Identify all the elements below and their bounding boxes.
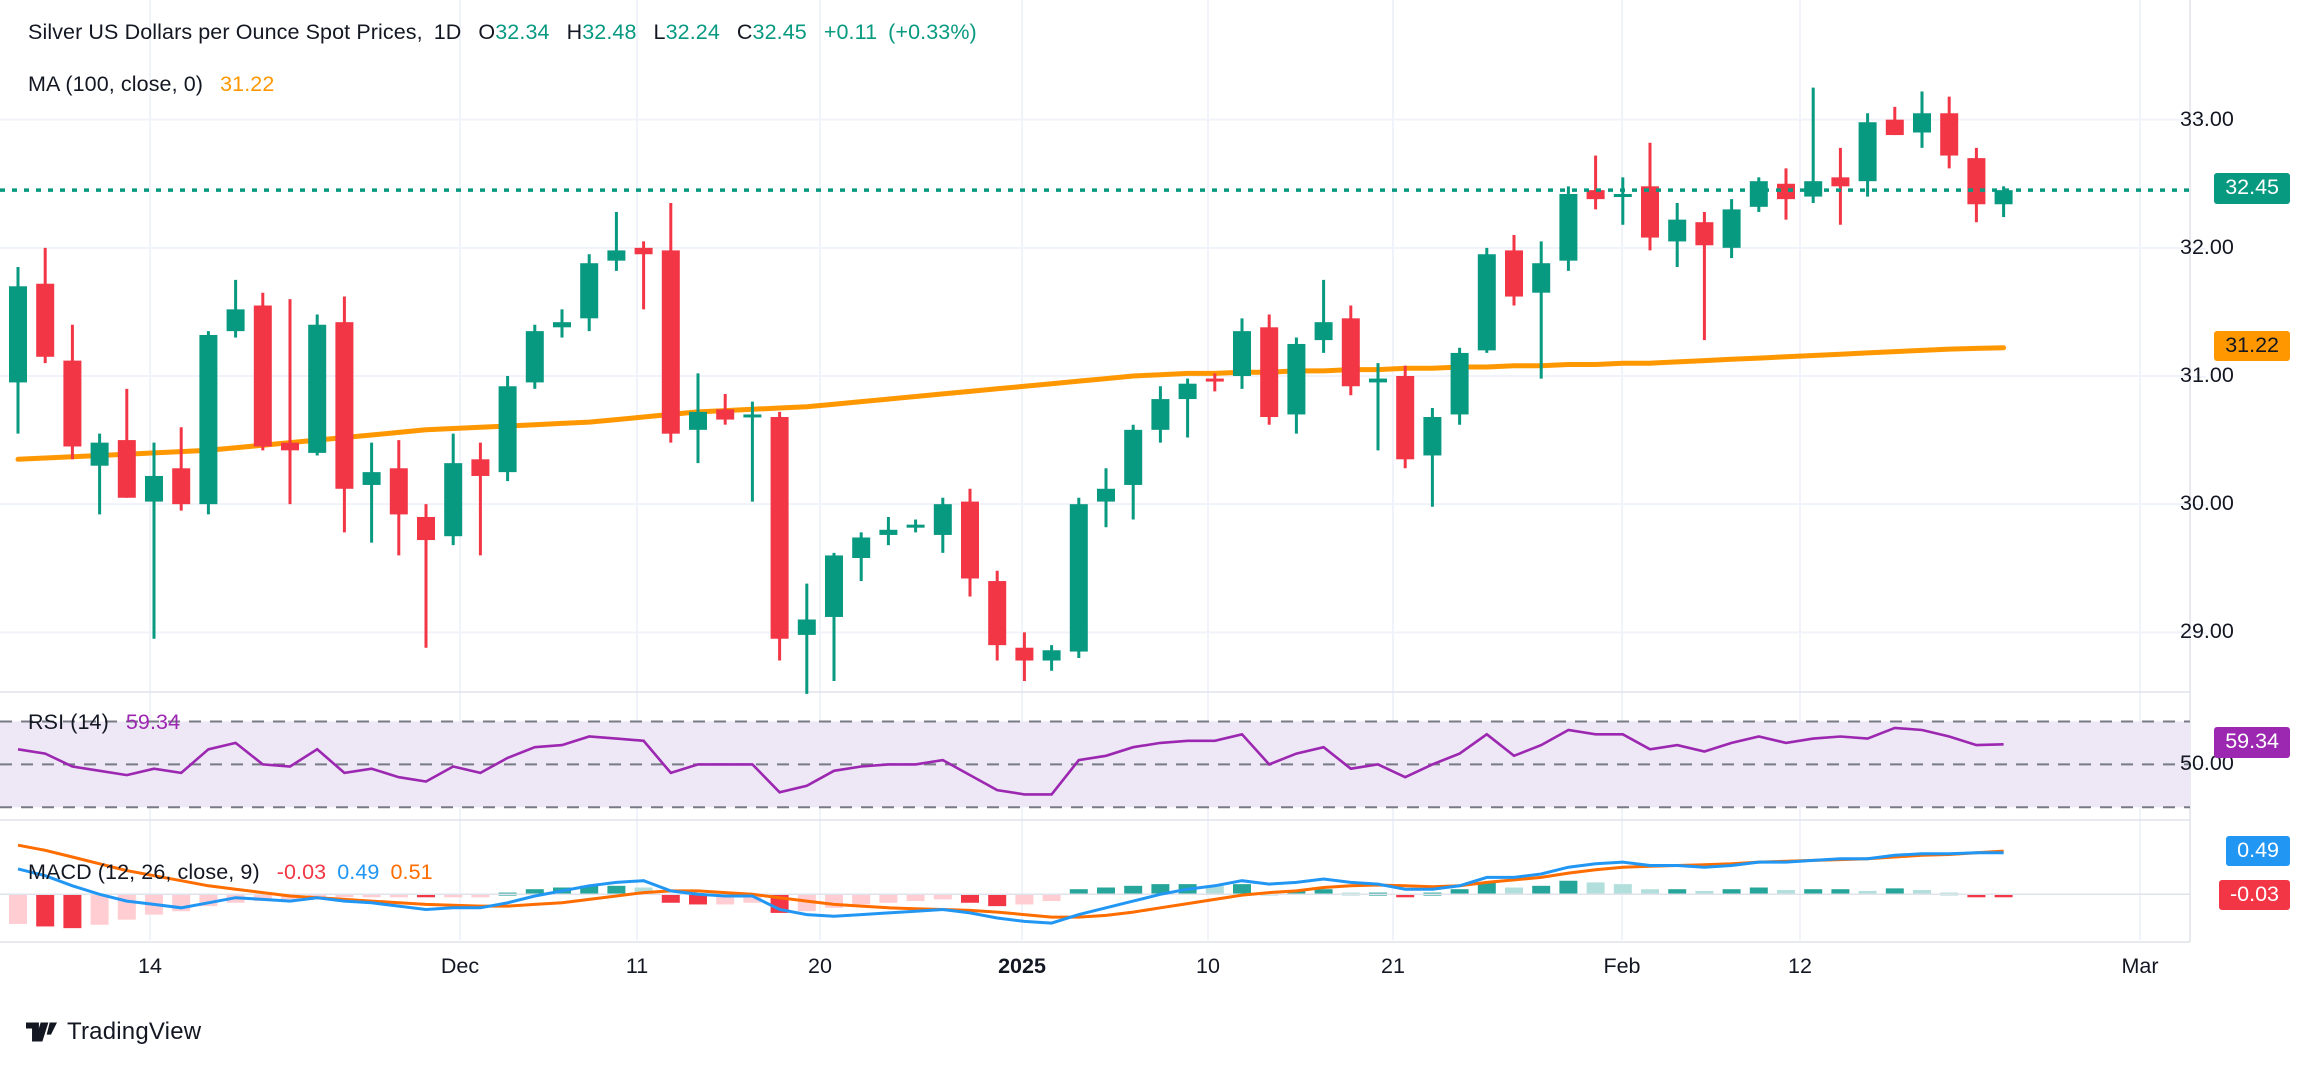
time-tick-14: 14 xyxy=(138,954,162,978)
close-value: 32.45 xyxy=(752,20,807,44)
ma-indicator-legend[interactable]: MA (100, close, 0) 31.22 xyxy=(28,72,274,97)
time-tick-10: 10 xyxy=(1196,954,1220,978)
open-value: 32.34 xyxy=(495,20,550,44)
high-label: H xyxy=(566,20,583,44)
tradingview-logo-icon xyxy=(26,1022,57,1042)
time-tick-11: 11 xyxy=(625,954,649,978)
macd-histogram-badge[interactable]: -0.03 xyxy=(2218,879,2290,911)
interval-label[interactable]: 1D xyxy=(433,20,462,44)
macd-value-badge[interactable]: 0.49 xyxy=(2226,835,2290,867)
low-value: 32.24 xyxy=(665,20,720,44)
rsi-indicator-legend[interactable]: RSI (14) 59.34 xyxy=(28,710,180,735)
price-tick-30.00: 30.00 xyxy=(2180,491,2234,516)
open-label: O xyxy=(478,20,496,44)
macd-line-value: 0.49 xyxy=(337,860,380,884)
ma-label[interactable]: MA (100, close, 0) xyxy=(28,72,204,96)
tradingview-watermark[interactable]: TradingView xyxy=(26,1018,201,1046)
macd-histogram-value: -0.03 xyxy=(276,860,327,884)
macd-label[interactable]: MACD (12, 26, close, 9) xyxy=(28,860,260,884)
price-tick-29.00: 29.00 xyxy=(2180,619,2234,644)
time-tick-20: 20 xyxy=(808,954,832,978)
macd-signal-value: 0.51 xyxy=(390,860,433,884)
axis-tick xyxy=(2190,632,2206,635)
low-label: L xyxy=(653,20,666,44)
symbol-title[interactable]: Silver US Dollars per Ounce Spot Prices xyxy=(28,20,417,44)
price-tick-32.00: 32.00 xyxy=(2180,234,2234,259)
axis-tick xyxy=(2190,504,2206,507)
macd-indicator-legend[interactable]: MACD (12, 26, close, 9) -0.03 0.49 0.51 xyxy=(28,860,433,885)
axis-tick xyxy=(2190,764,2206,767)
time-tick-2025: 2025 xyxy=(998,954,1046,978)
rsi-value-badge[interactable]: 59.34 xyxy=(2214,727,2290,758)
time-tick-Mar: Mar xyxy=(2121,954,2159,978)
main-series-legend[interactable]: Silver US Dollars per Ounce Spot Prices,… xyxy=(28,20,977,44)
rsi-value: 59.34 xyxy=(125,710,181,734)
change-value: +0.11 xyxy=(823,20,878,44)
axis-tick xyxy=(2190,376,2206,378)
change-percent: (+0.33%) xyxy=(888,20,977,44)
price-tick-33.00: 33.00 xyxy=(2180,106,2234,131)
high-value: 32.48 xyxy=(582,20,637,44)
axis-tick xyxy=(2190,247,2206,250)
time-tick-Feb: Feb xyxy=(1603,954,1641,978)
last-price-badge[interactable]: 32.45 xyxy=(2214,173,2290,204)
ma-value: 31.22 xyxy=(220,72,275,96)
time-tick-21: 21 xyxy=(1381,954,1405,978)
time-tick-12: 12 xyxy=(1788,954,1812,978)
tradingview-brand: TradingView xyxy=(67,1018,202,1045)
price-tick-31.00: 31.00 xyxy=(2180,363,2234,387)
close-label: C xyxy=(736,20,753,44)
ma-price-badge[interactable]: 31.22 xyxy=(2214,330,2290,362)
rsi-label[interactable]: RSI (14) xyxy=(28,710,109,734)
time-tick-Dec: Dec xyxy=(440,954,480,978)
axis-tick xyxy=(2190,119,2206,122)
